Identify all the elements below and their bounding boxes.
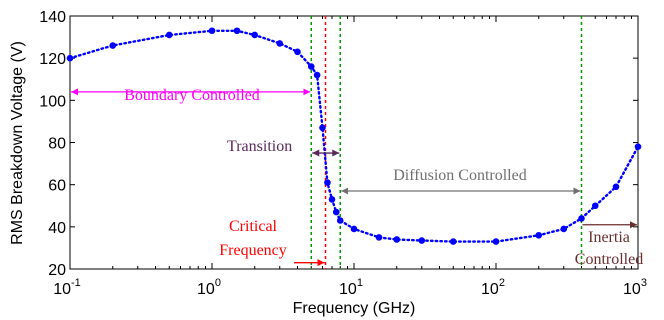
data-point bbox=[324, 179, 331, 186]
critical-label: Critical bbox=[229, 218, 278, 235]
data-point bbox=[418, 237, 426, 244]
transition-label: Transition bbox=[227, 138, 292, 155]
data-point bbox=[328, 196, 336, 203]
y-tick-label: 120 bbox=[39, 51, 66, 68]
boundary-controlled-label: Boundary Controlled bbox=[124, 87, 260, 104]
controlled-label: Controlled bbox=[575, 251, 643, 268]
data-point bbox=[165, 31, 173, 39]
y-tick-label: 140 bbox=[39, 9, 66, 26]
series-line bbox=[68, 29, 640, 243]
x-tick-label: 103 bbox=[623, 277, 647, 298]
data-point bbox=[375, 234, 383, 241]
x-tick-label: 101 bbox=[339, 277, 363, 298]
data-point bbox=[591, 202, 599, 210]
data-point bbox=[251, 31, 259, 39]
data-point bbox=[319, 124, 326, 132]
data-point bbox=[449, 238, 457, 245]
data-point bbox=[336, 217, 344, 224]
data-point bbox=[313, 71, 321, 79]
inertia-label: Inertia bbox=[588, 229, 630, 246]
y-tick-label: 100 bbox=[39, 93, 66, 110]
data-point bbox=[208, 27, 216, 35]
series-markers bbox=[66, 27, 642, 245]
data-point bbox=[560, 225, 568, 233]
x-tick-label: 10-1 bbox=[53, 277, 81, 298]
y-tick-label: 80 bbox=[48, 136, 66, 153]
y-tick-label: 60 bbox=[48, 178, 66, 195]
data-point bbox=[307, 63, 315, 70]
y-axis-title: RMS Breakdown Voltage (V) bbox=[9, 41, 26, 245]
data-point bbox=[535, 231, 543, 239]
data-point bbox=[492, 238, 500, 245]
data-point bbox=[612, 183, 620, 191]
diffusion-controlled-label: Diffusion Controlled bbox=[393, 167, 526, 184]
data-point bbox=[350, 225, 358, 233]
data-point bbox=[294, 48, 301, 56]
data-point bbox=[634, 143, 642, 151]
data-point bbox=[393, 236, 401, 243]
data-point bbox=[276, 40, 284, 47]
region-boundary-lines bbox=[310, 16, 583, 269]
data-point bbox=[332, 208, 340, 216]
data-point bbox=[66, 54, 74, 62]
axis-ticks: 20 40 60 80 100 120 140 10-1 100 101 102 103 bbox=[39, 9, 647, 298]
frequency-label: Frequency bbox=[219, 242, 287, 259]
annotation-arrows bbox=[71, 88, 637, 267]
y-tick-label: 40 bbox=[48, 220, 66, 237]
data-point bbox=[578, 215, 585, 222]
x-tick-label: 100 bbox=[197, 277, 221, 298]
x-tick-label: 102 bbox=[481, 277, 505, 298]
data-point bbox=[109, 42, 117, 49]
x-axis-title: Frequency (GHz) bbox=[293, 300, 416, 317]
y-tick-label: 20 bbox=[48, 262, 66, 279]
data-point bbox=[233, 27, 241, 35]
